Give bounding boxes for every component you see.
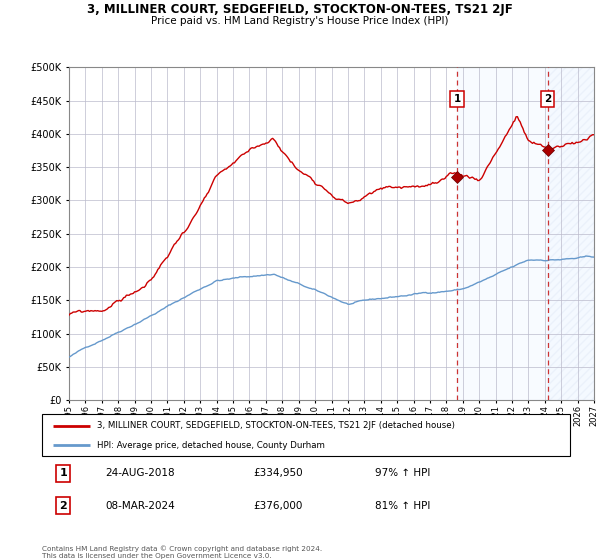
- Text: 1: 1: [454, 94, 461, 104]
- Text: 2: 2: [544, 94, 551, 104]
- Bar: [548, 67, 594, 400]
- Text: 24-AUG-2018: 24-AUG-2018: [106, 468, 175, 478]
- Text: £376,000: £376,000: [253, 501, 302, 511]
- Text: £334,950: £334,950: [253, 468, 303, 478]
- Text: Price paid vs. HM Land Registry's House Price Index (HPI): Price paid vs. HM Land Registry's House …: [151, 16, 449, 26]
- Bar: [457, 67, 548, 400]
- Text: 08-MAR-2024: 08-MAR-2024: [106, 501, 175, 511]
- Text: 3, MILLINER COURT, SEDGEFIELD, STOCKTON-ON-TEES, TS21 2JF: 3, MILLINER COURT, SEDGEFIELD, STOCKTON-…: [87, 3, 513, 16]
- Text: 81% ↑ HPI: 81% ↑ HPI: [374, 501, 430, 511]
- Text: Contains HM Land Registry data © Crown copyright and database right 2024.
This d: Contains HM Land Registry data © Crown c…: [42, 545, 322, 559]
- Text: 97% ↑ HPI: 97% ↑ HPI: [374, 468, 430, 478]
- Text: HPI: Average price, detached house, County Durham: HPI: Average price, detached house, Coun…: [97, 441, 325, 450]
- FancyBboxPatch shape: [42, 414, 570, 456]
- Bar: [548, 67, 594, 400]
- Text: 2: 2: [59, 501, 67, 511]
- Text: 1: 1: [59, 468, 67, 478]
- Text: 3, MILLINER COURT, SEDGEFIELD, STOCKTON-ON-TEES, TS21 2JF (detached house): 3, MILLINER COURT, SEDGEFIELD, STOCKTON-…: [97, 421, 455, 430]
